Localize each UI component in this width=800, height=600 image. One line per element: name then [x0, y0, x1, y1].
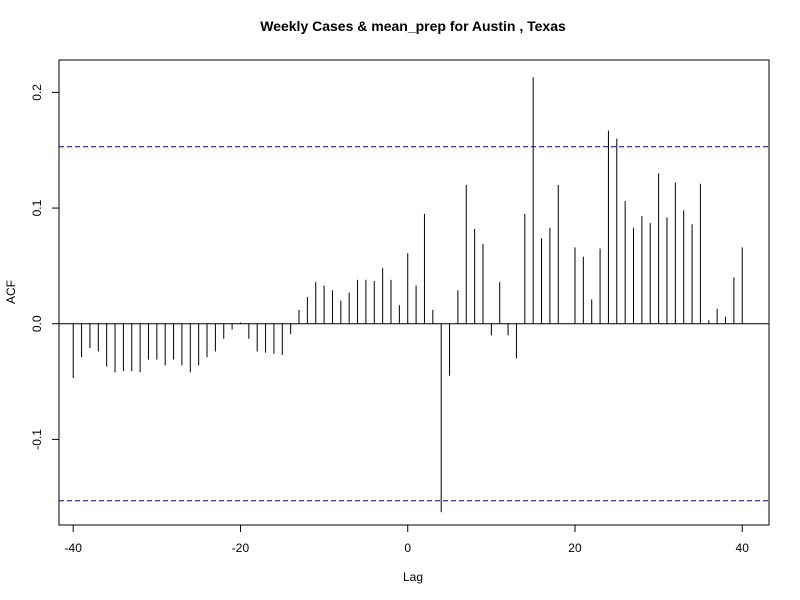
plot-frame [58, 59, 770, 526]
x-axis: -40 -20 0 20 40 [65, 524, 750, 555]
x-tick-label: 0 [404, 541, 411, 555]
y-tick-label: 0.2 [30, 84, 44, 101]
y-tick-label: 0.1 [30, 199, 44, 216]
x-tick-label: -40 [65, 541, 83, 555]
chart-title: Weekly Cases & mean_prep for Austin , Te… [260, 18, 566, 34]
y-tick-label: -0.1 [30, 429, 44, 450]
y-axis: -0.1 0.0 0.1 0.2 [30, 84, 60, 450]
plot-area [59, 77, 769, 513]
x-tick-label: 40 [736, 541, 750, 555]
y-axis-label: ACF [4, 280, 18, 304]
x-axis-label: Lag [403, 570, 423, 584]
x-tick-label: -20 [232, 541, 250, 555]
x-tick-label: 20 [568, 541, 582, 555]
y-tick-label: 0.0 [30, 315, 44, 332]
